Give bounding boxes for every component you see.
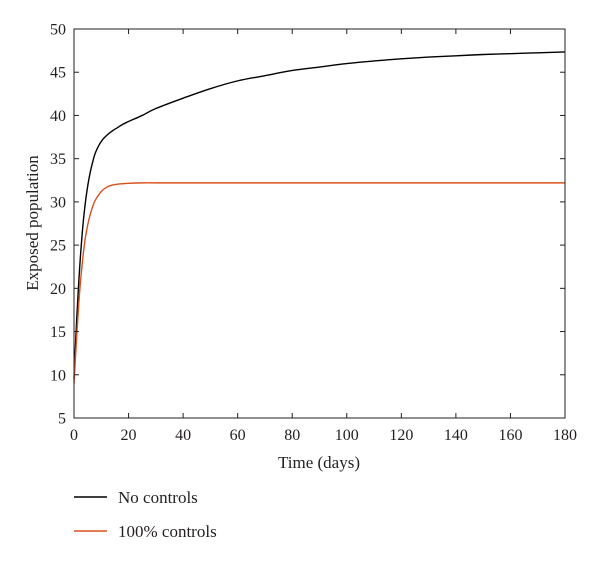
legend: No controls 100% controls [74,488,217,541]
legend-label-1: No controls [118,488,198,507]
x-tick-label: 100 [335,427,359,444]
x-tick-label: 80 [284,427,300,444]
plot-frame [73,28,566,419]
x-tick-label: 0 [70,427,78,444]
y-tick-label: 30 [50,194,66,211]
y-tick-label: 15 [50,324,66,341]
series-line-2 [73,182,565,384]
y-tick-label: 35 [50,151,66,168]
legend-label-2: 100% controls [118,522,217,541]
y-tick-label: 25 [50,238,66,255]
series-layer [73,51,566,384]
x-tick-label: 20 [121,427,137,444]
y-tick-label: 10 [50,367,66,384]
x-tick-label: 180 [553,427,577,444]
x-tick-label: 40 [175,427,191,444]
y-tick-label: 40 [50,108,66,125]
y-tick-label: 45 [50,65,66,82]
ticks-layer: 0 20 40 60 80 100 120 140 160 180 5 10 15 20 25 30 35 40 4… [50,22,577,445]
y-tick-label: 50 [50,22,66,39]
y-tick-label: 5 [58,411,66,428]
x-axis-label: Time (days) [278,453,360,472]
y-tick-label: 20 [50,281,66,298]
x-tick-label: 140 [444,427,468,444]
series-line-1 [73,51,566,380]
x-tick-label: 160 [498,427,522,444]
y-axis-label: Exposed population [23,155,42,291]
x-tick-label: 120 [389,427,413,444]
x-tick-label: 60 [230,427,246,444]
